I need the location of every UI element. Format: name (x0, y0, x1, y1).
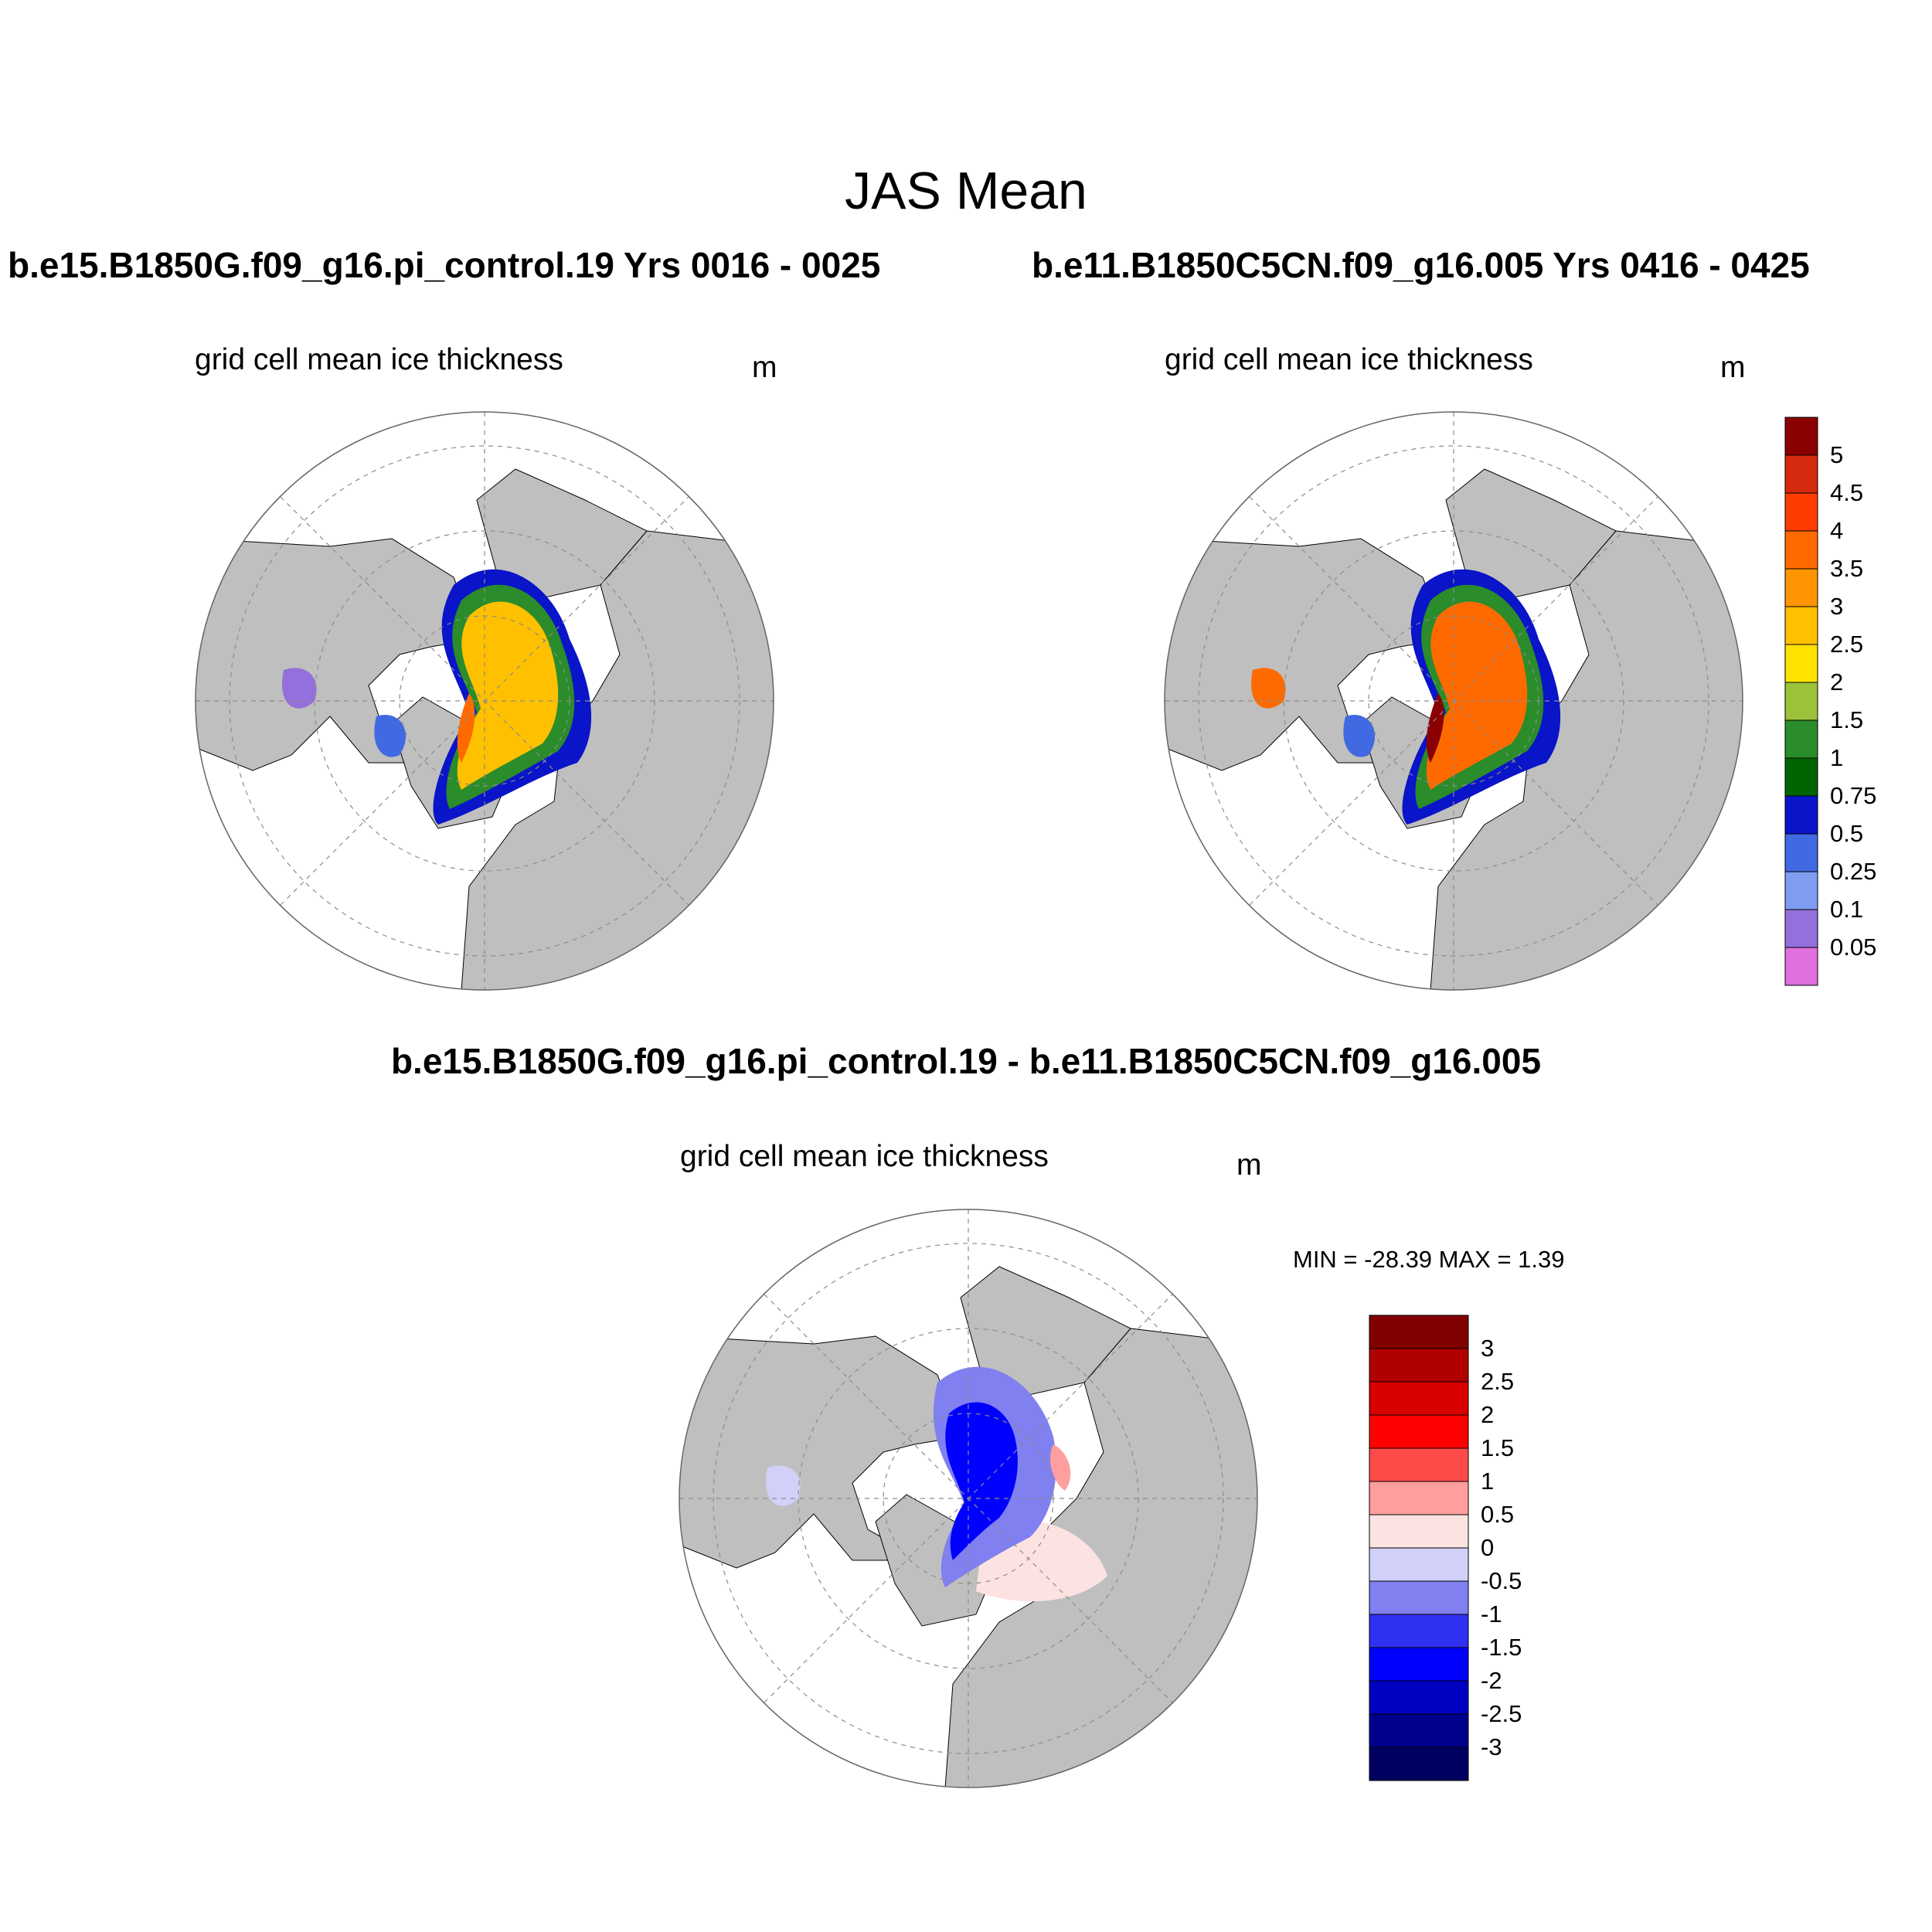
colorbar-difference-swatch (1369, 1447, 1469, 1482)
colorbar-difference-swatch (1369, 1315, 1469, 1349)
colorbar-difference-tick-label: 1 (1481, 1468, 1494, 1495)
north-america-landmass (1165, 538, 1447, 771)
colorbar-thickness-swatch (1784, 757, 1818, 797)
colorbar-thickness-swatch (1784, 833, 1818, 872)
diff-positive-pocket (1049, 1444, 1071, 1491)
colorbar-thickness-swatch (1784, 909, 1818, 948)
north-america-landmass (196, 538, 478, 771)
colorbar-thickness-tick-label: 1 (1830, 744, 1843, 771)
diff-negative-core (945, 1402, 1018, 1560)
panel-1-case-title: b.e15.B1850G.f09_g16.pi_control.19 Yrs 0… (8, 245, 881, 285)
eurasia-landmass (1430, 530, 1743, 990)
graticule (679, 1209, 1257, 1787)
colorbar-thickness: 5 4.5 4 3.5 3 2.5 2 1.5 1 0.75 0.5 0.25 0.1 0.05 (1784, 417, 1876, 986)
colorbar-difference-tick-label: 2.5 (1481, 1368, 1514, 1395)
colorbar-difference-tick-label: 3 (1481, 1335, 1494, 1362)
colorbar-difference-swatch (1369, 1481, 1469, 1515)
colorbar-difference-swatch (1369, 1647, 1469, 1682)
colorbar-thickness-tick-label: 3.5 (1830, 555, 1863, 582)
colorbar-thickness-tick-label: 0.1 (1830, 896, 1863, 923)
colorbar-thickness-tick-label: 0.75 (1830, 782, 1876, 809)
colorbar-thickness-tick-label: 2 (1830, 668, 1843, 696)
difference-min-max: MIN = -28.39 MAX = 1.39 (1293, 1246, 1565, 1273)
colorbar-difference-swatch (1369, 1580, 1469, 1615)
colorbar-difference: 3 2.5 2 1.5 1 0.5 0 -0.5 -1 -1.5 -2 -2.5 -3 (1369, 1315, 1522, 1781)
colorbar-thickness-swatch (1784, 454, 1818, 494)
colorbar-difference-swatch (1369, 1514, 1469, 1549)
difference-unit-label: m (1236, 1148, 1262, 1182)
colorbar-thickness-tick-label: 0.05 (1830, 934, 1876, 961)
ice-thick-margin (457, 693, 475, 763)
colorbar-thickness-tick-label: 1.5 (1830, 706, 1863, 733)
colorbar-difference-tick-label: -2 (1481, 1667, 1502, 1694)
main-title: JAS Mean (845, 162, 1087, 220)
panel-2-case-title: b.e11.B1850C5CN.f09_g16.005 Yrs 0416 - 0… (1032, 245, 1810, 285)
colorbar-thickness-tick-label: 5 (1830, 441, 1843, 468)
colorbar-difference-swatch (1369, 1348, 1469, 1383)
map-difference (679, 1209, 1258, 1788)
colorbar-thickness-swatch (1784, 871, 1818, 910)
map-panel-1 (195, 411, 774, 991)
eurasia-landmass (944, 1328, 1257, 1787)
colorbar-difference-swatch (1369, 1747, 1469, 1781)
map-panel-2 (1164, 411, 1743, 991)
colorbar-thickness-swatch (1784, 644, 1818, 683)
colorbar-thickness-swatch (1784, 530, 1818, 570)
colorbar-thickness-swatch (1784, 606, 1818, 645)
colorbar-difference-tick-label: 0.5 (1481, 1501, 1514, 1528)
difference-variable-label: grid cell mean ice thickness (680, 1140, 1049, 1173)
colorbar-difference-tick-label: -0.5 (1481, 1567, 1522, 1594)
colorbar-thickness-swatch (1784, 947, 1818, 986)
colorbar-difference-tick-label: -1 (1481, 1600, 1502, 1628)
north-america-landmass (679, 1335, 961, 1569)
colorbar-thickness-tick-label: 0.25 (1830, 858, 1876, 885)
hudson-bay-ice (1251, 668, 1286, 709)
colorbar-difference-swatch (1369, 1713, 1469, 1748)
colorbar-difference-tick-label: -1.5 (1481, 1634, 1522, 1661)
diff-hudson-bay (766, 1465, 801, 1506)
difference-title: b.e15.B1850G.f09_g16.pi_control.19 - b.e… (390, 1041, 1542, 1081)
baffin-ice (374, 715, 406, 757)
colorbar-difference-swatch (1369, 1614, 1469, 1648)
colorbar-difference-swatch (1369, 1680, 1469, 1715)
graticule (1165, 412, 1743, 990)
graticule (196, 412, 774, 990)
panel-1-unit-label: m (752, 351, 777, 384)
ice-thick-margin (1426, 693, 1444, 763)
colorbar-difference-swatch (1369, 1547, 1469, 1582)
colorbar-thickness-swatch (1784, 795, 1818, 835)
eurasia-landmass (461, 530, 774, 990)
panel-2-variable-label: grid cell mean ice thickness (1165, 343, 1533, 376)
colorbar-difference-tick-label: 2 (1481, 1401, 1494, 1428)
panel-1-variable-label: grid cell mean ice thickness (195, 343, 563, 376)
colorbar-thickness-swatch (1784, 682, 1818, 721)
colorbar-thickness-tick-label: 4 (1830, 517, 1843, 544)
panel-2-unit-label: m (1720, 351, 1746, 384)
ice-core (457, 601, 559, 790)
colorbar-thickness-tick-label: 3 (1830, 593, 1843, 620)
colorbar-difference-tick-label: 1.5 (1481, 1434, 1514, 1461)
colorbar-thickness-tick-label: 4.5 (1830, 479, 1863, 506)
baffin-ice (1343, 715, 1376, 757)
colorbar-difference-tick-label: -2.5 (1481, 1700, 1522, 1727)
colorbar-difference-tick-label: -3 (1481, 1733, 1502, 1760)
colorbar-difference-tick-label: 0 (1481, 1534, 1494, 1561)
colorbar-difference-swatch (1369, 1381, 1469, 1416)
hudson-bay-ice (282, 668, 317, 709)
colorbar-thickness-swatch (1784, 568, 1818, 607)
colorbar-thickness-swatch (1784, 417, 1818, 456)
colorbar-difference-swatch (1369, 1414, 1469, 1449)
colorbar-thickness-tick-label: 0.5 (1830, 820, 1863, 847)
ice-core (1426, 601, 1528, 790)
colorbar-thickness-tick-label: 2.5 (1830, 631, 1863, 658)
colorbar-thickness-swatch (1784, 719, 1818, 759)
colorbar-thickness-swatch (1784, 492, 1818, 532)
